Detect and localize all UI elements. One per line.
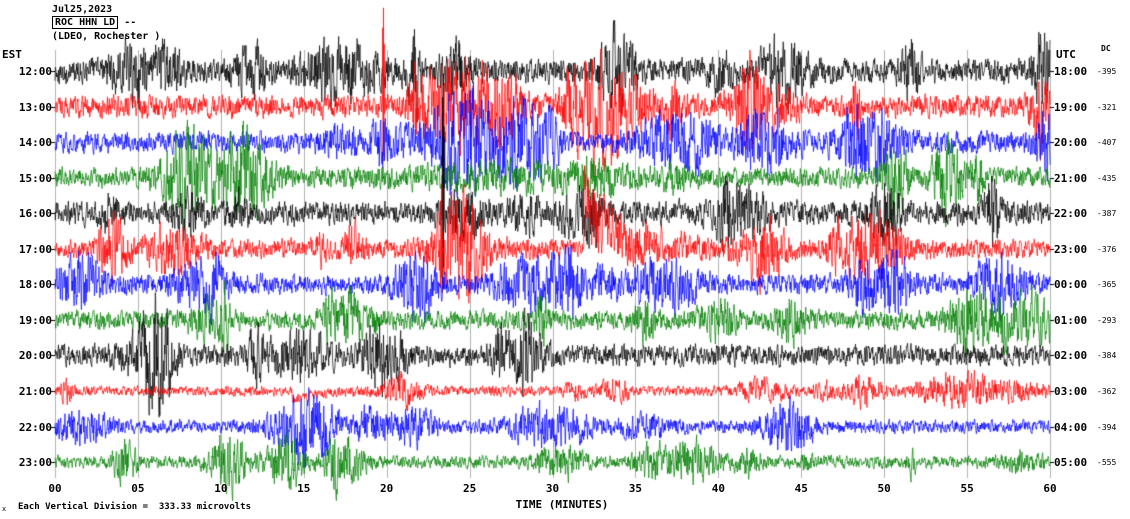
x-tick-label: 05 xyxy=(131,482,145,495)
x-tick-label: 30 xyxy=(545,482,560,495)
est-time-label: 21:00 xyxy=(18,384,52,398)
scale-note: Each Vertical Division = 333.33 microvol… xyxy=(18,502,251,512)
header-date: Jul25,2023 xyxy=(52,4,113,15)
utc-time-label: 18:00 xyxy=(1054,65,1088,78)
x-tick-label: 20 xyxy=(380,482,394,495)
est-time-label: 19:00 xyxy=(18,313,52,327)
dc-offset-value: -387 xyxy=(1097,209,1117,219)
dc-offset-value: -293 xyxy=(1097,315,1117,325)
utc-time-label: 01:00 xyxy=(1054,313,1088,327)
left-axis-label: EST xyxy=(2,48,22,61)
est-time-label: 18:00 xyxy=(18,278,52,292)
x-tick-label: 55 xyxy=(960,482,974,495)
x-tick-label: 60 xyxy=(1043,482,1057,495)
dc-offset-value: -321 xyxy=(1097,102,1117,112)
dc-offset-value: -365 xyxy=(1097,280,1117,290)
utc-time-label: 02:00 xyxy=(1054,349,1088,363)
utc-time-label: 19:00 xyxy=(1054,100,1088,114)
utc-time-label: 20:00 xyxy=(1054,136,1088,150)
utc-time-label: 03:00 xyxy=(1054,384,1088,398)
est-time-label: 16:00 xyxy=(18,207,52,221)
utc-time-label: 00:00 xyxy=(1054,278,1088,292)
est-time-label: 17:00 xyxy=(18,242,52,256)
x-tick-label: 25 xyxy=(462,482,477,495)
est-time-label: 15:00 xyxy=(18,171,52,185)
dc-offset-value: -407 xyxy=(1097,138,1117,148)
header-location: (LDEO, Rochester ) xyxy=(52,31,161,42)
x-tick-label: 50 xyxy=(877,482,891,495)
footer-mark: x xyxy=(2,505,7,513)
x-tick-label: 45 xyxy=(794,482,808,495)
utc-time-label: 04:00 xyxy=(1054,420,1088,434)
x-tick-label: 15 xyxy=(297,482,311,495)
dc-offset-value: -394 xyxy=(1097,422,1117,432)
x-tick-label: 00 xyxy=(48,482,62,495)
dc-offset-value: -384 xyxy=(1097,351,1117,361)
est-time-label: 12:00 xyxy=(18,65,52,78)
utc-time-label: 05:00 xyxy=(1054,456,1088,470)
right-axis-label: UTC xyxy=(1056,48,1076,61)
header-station: ROC HHN LD -- xyxy=(52,16,136,29)
est-time-label: 22:00 xyxy=(18,420,52,434)
dc-offset-value: -376 xyxy=(1097,244,1117,254)
x-tick-label: 40 xyxy=(711,482,725,495)
station-code: ROC HHN LD xyxy=(52,16,119,29)
est-time-label: 23:00 xyxy=(18,456,52,470)
station-suffix: -- xyxy=(118,17,137,28)
utc-time-label: 23:00 xyxy=(1054,242,1088,256)
dc-axis-label: DC xyxy=(1101,44,1111,53)
dc-offset-value: -395 xyxy=(1097,67,1117,76)
utc-time-label: 22:00 xyxy=(1054,207,1088,221)
x-axis-title: TIME (MINUTES) xyxy=(515,498,609,511)
est-time-label: 13:00 xyxy=(18,100,52,114)
est-time-label: 20:00 xyxy=(18,349,52,363)
dc-offset-value: -555 xyxy=(1097,458,1117,468)
x-tick-label: 35 xyxy=(628,482,643,495)
est-time-label: 14:00 xyxy=(18,136,52,150)
x-tick-label: 10 xyxy=(214,482,228,495)
utc-time-label: 21:00 xyxy=(1054,171,1088,185)
dc-offset-value: -435 xyxy=(1097,173,1117,183)
dc-offset-value: -362 xyxy=(1097,386,1117,396)
